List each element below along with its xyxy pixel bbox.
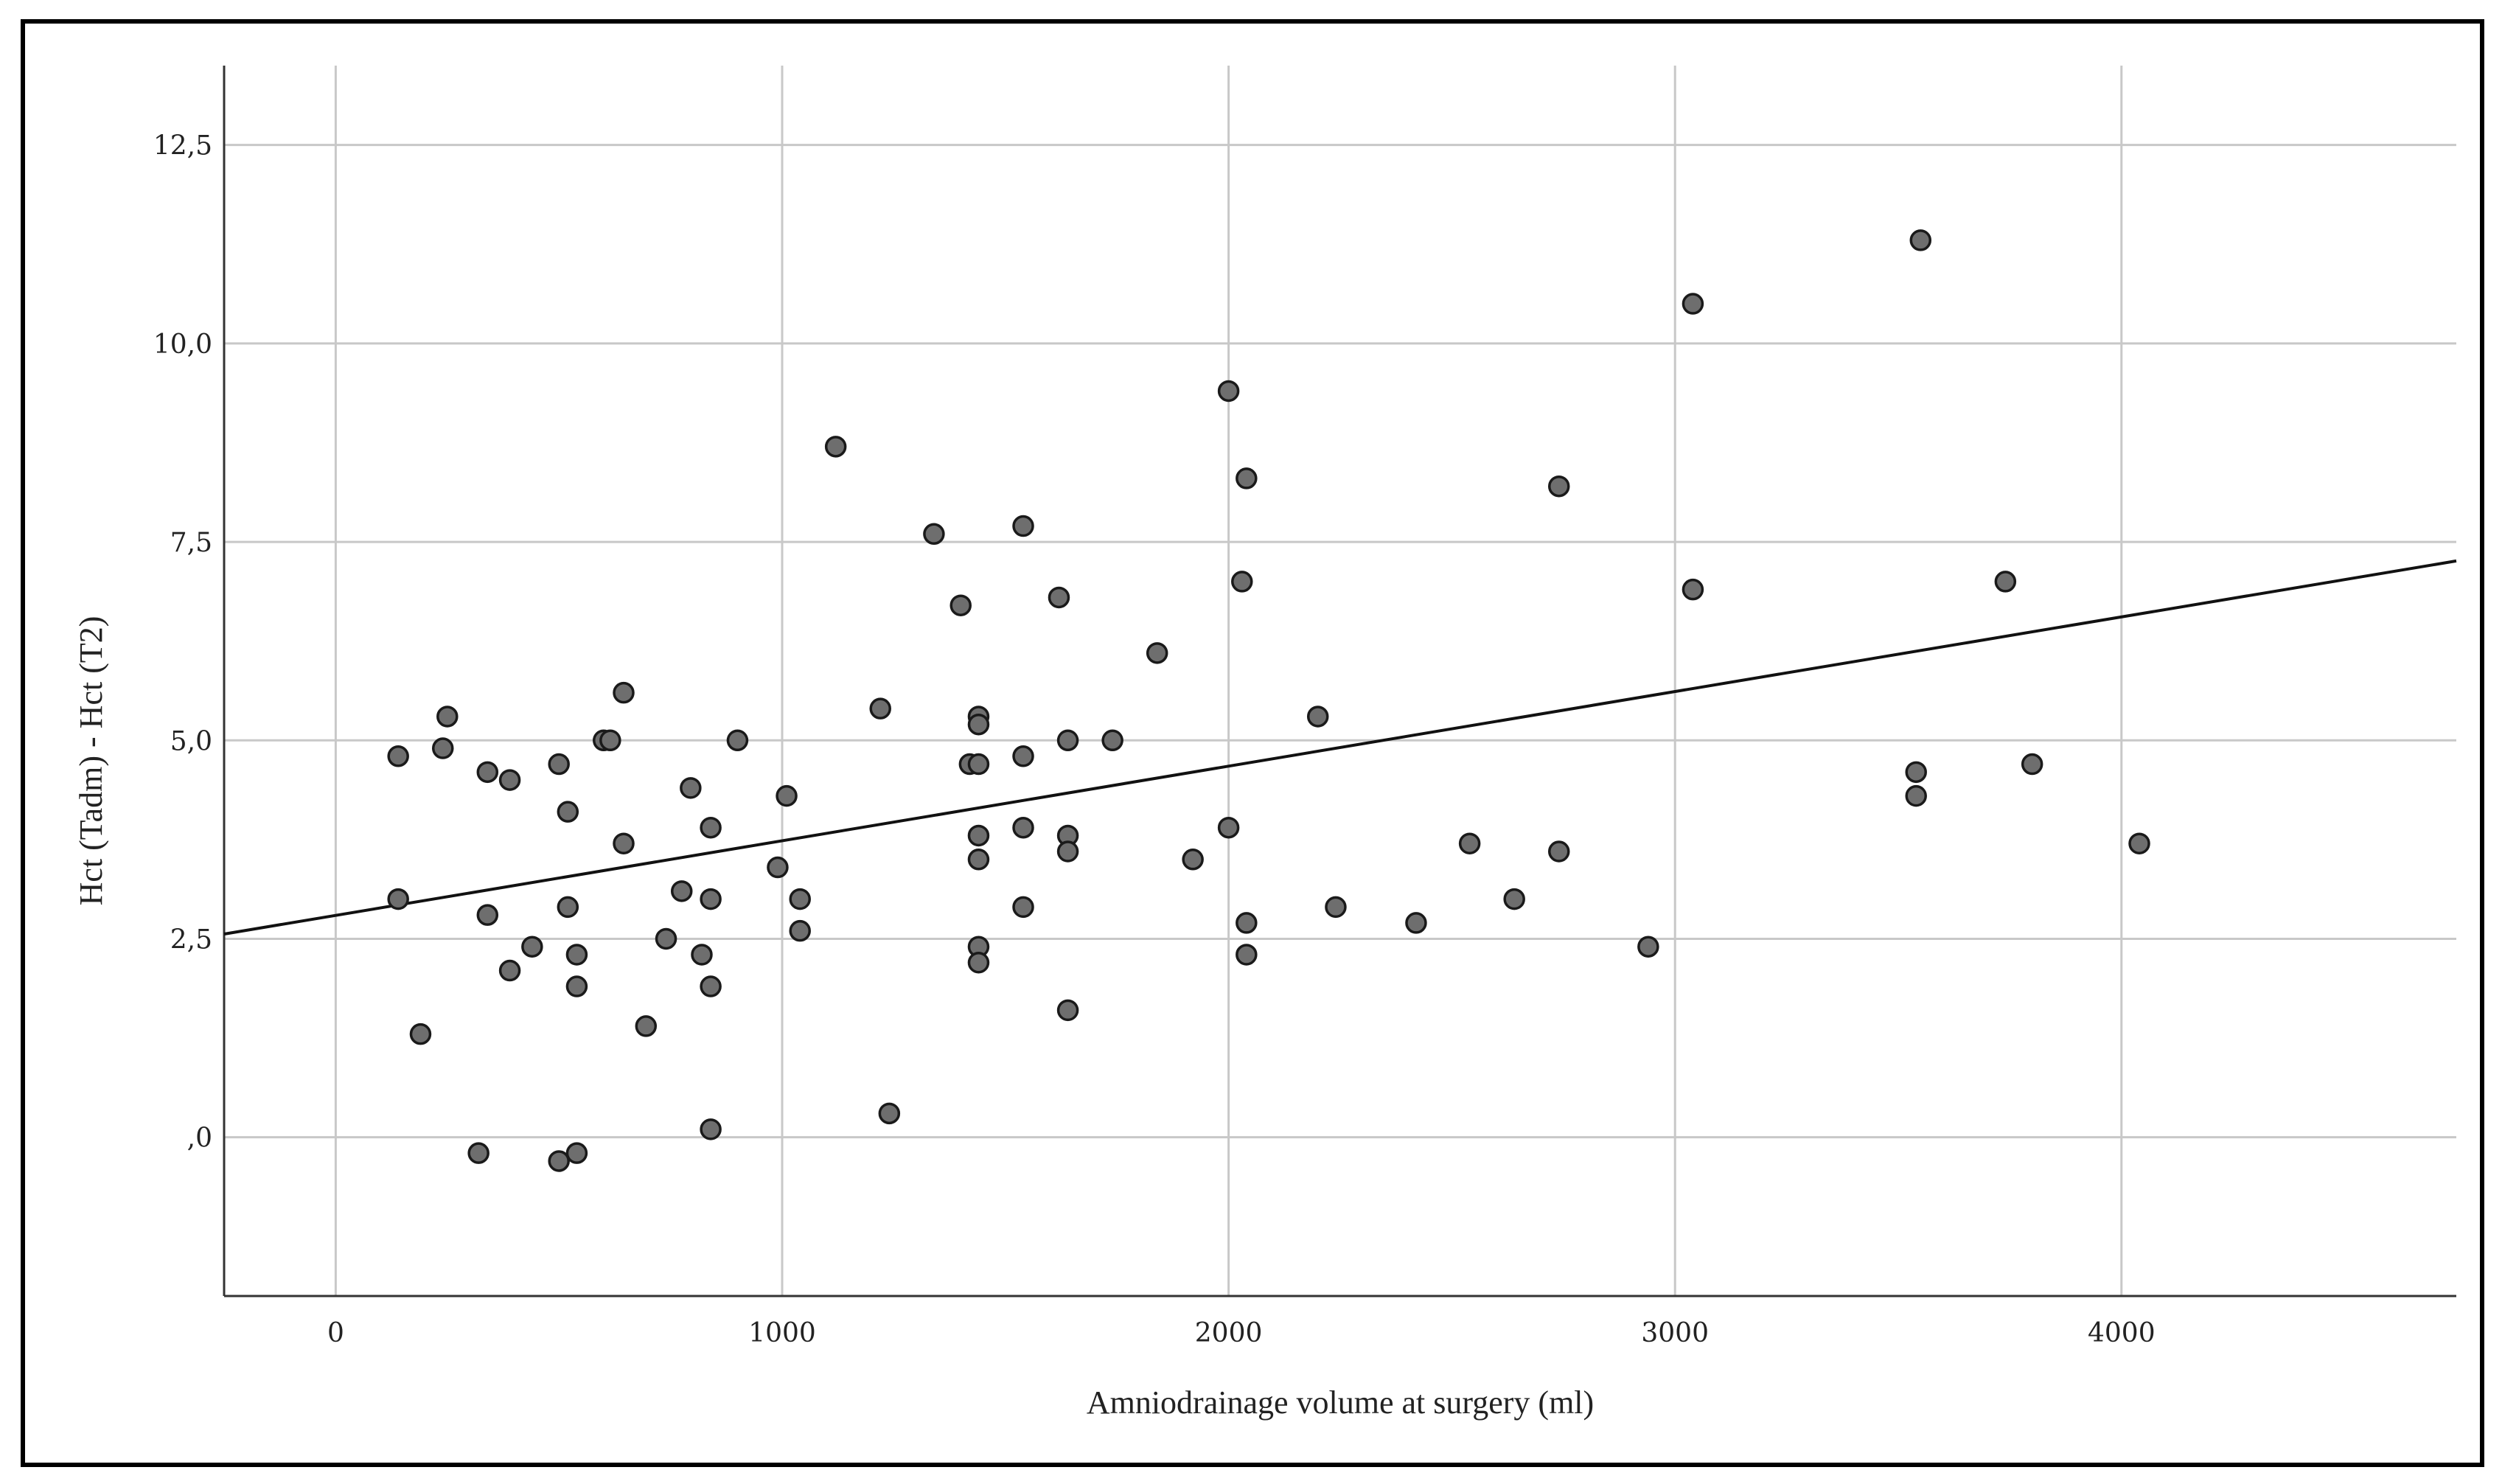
tick-labels: 0 1000 2000 3000 4000 ,0 2,5 5,0 7,5 10,0 12,5 — [153, 131, 2156, 1348]
data-point — [557, 801, 579, 823]
data-point — [1405, 912, 1427, 934]
data-point — [1994, 571, 2017, 593]
data-point — [476, 904, 499, 926]
data-point — [1905, 761, 1927, 784]
data-point — [1012, 515, 1034, 537]
data-point — [1101, 729, 1123, 752]
data-point — [776, 784, 798, 807]
y-tick-label: 7,5 — [170, 528, 212, 558]
data-point — [565, 1142, 588, 1164]
data-point — [1547, 475, 1570, 498]
data-point — [1146, 642, 1168, 664]
data-point — [436, 706, 459, 728]
data-point — [565, 944, 588, 966]
data-point — [498, 769, 521, 791]
data-point — [1682, 578, 1704, 601]
data-point — [476, 761, 499, 784]
data-points — [387, 229, 2150, 1172]
data-point — [1217, 380, 1240, 403]
chart-frame: 0 1000 2000 3000 4000 ,0 2,5 5,0 7,5 10,0 12,5 Amn… — [21, 19, 2484, 1467]
data-point — [923, 523, 945, 546]
data-point — [1236, 944, 1258, 966]
data-point — [967, 849, 990, 871]
y-axis-title: Hct (Tadm) - Hct (T2) — [73, 616, 109, 906]
y-tick-label: ,0 — [187, 1124, 212, 1154]
data-point — [789, 888, 811, 910]
data-point — [949, 594, 972, 616]
data-point — [1231, 571, 1253, 593]
y-tick-label: 2,5 — [170, 924, 212, 955]
data-point — [613, 681, 635, 704]
data-point — [789, 919, 811, 942]
data-point — [1217, 816, 1240, 839]
data-point — [1503, 888, 1525, 910]
data-point — [1458, 832, 1481, 854]
data-point — [635, 1015, 658, 1037]
data-point — [767, 856, 789, 879]
data-point — [1905, 784, 1927, 807]
data-point — [1637, 936, 1659, 958]
data-point — [1909, 229, 1932, 251]
data-point — [2128, 832, 2150, 854]
data-point — [1012, 896, 1034, 919]
data-point — [613, 832, 635, 854]
data-point — [557, 896, 579, 919]
data-point — [387, 888, 409, 910]
data-point — [655, 927, 677, 950]
data-point — [878, 1102, 901, 1125]
x-tick-label: 3000 — [1641, 1318, 1709, 1348]
data-point — [824, 436, 847, 458]
data-point — [1056, 999, 1079, 1022]
x-tick-label: 2000 — [1195, 1318, 1263, 1348]
data-point — [1012, 816, 1034, 839]
axes — [223, 66, 2456, 1297]
x-tick-label: 1000 — [748, 1318, 816, 1348]
data-point — [1682, 293, 1704, 315]
scatter-chart: 0 1000 2000 3000 4000 ,0 2,5 5,0 7,5 10,0 12,5 Amn… — [73, 66, 2457, 1421]
data-point — [521, 936, 543, 958]
data-point — [2021, 753, 2043, 776]
data-point — [1056, 840, 1079, 863]
fit-line-group — [223, 559, 2457, 936]
data-point — [680, 777, 702, 799]
gridlines — [224, 66, 2456, 1296]
data-point — [548, 753, 570, 776]
data-point — [700, 1118, 722, 1140]
data-point — [599, 729, 621, 752]
data-point — [1236, 912, 1258, 934]
data-point — [869, 697, 891, 720]
data-point — [467, 1142, 489, 1164]
data-point — [565, 975, 588, 997]
data-point — [1012, 745, 1034, 767]
x-axis-title: Amniodrainage volume at surgery (ml) — [1087, 1384, 1594, 1421]
fit-line — [223, 559, 2457, 936]
data-point — [498, 959, 521, 982]
data-point — [700, 888, 722, 910]
data-point — [1547, 840, 1570, 863]
data-point — [967, 713, 990, 736]
data-point — [1236, 467, 1258, 490]
data-point — [409, 1023, 432, 1045]
data-point — [700, 975, 722, 997]
data-point — [1325, 896, 1347, 919]
data-point — [967, 824, 990, 847]
x-tick-label: 0 — [327, 1318, 344, 1348]
x-tick-label: 4000 — [2088, 1318, 2156, 1348]
y-tick-label: 10,0 — [153, 330, 212, 360]
data-point — [967, 753, 990, 776]
data-point — [1048, 586, 1070, 609]
y-tick-label: 12,5 — [153, 131, 212, 161]
data-point — [726, 729, 749, 752]
data-point — [431, 737, 454, 759]
y-tick-label: 5,0 — [170, 726, 212, 756]
data-point — [670, 880, 693, 902]
data-point — [548, 1150, 570, 1172]
data-point — [1056, 729, 1079, 752]
data-point — [691, 944, 713, 966]
data-point — [1306, 706, 1329, 728]
data-point — [967, 952, 990, 974]
data-point — [387, 745, 409, 767]
data-point — [700, 816, 722, 839]
data-point — [1182, 849, 1204, 871]
